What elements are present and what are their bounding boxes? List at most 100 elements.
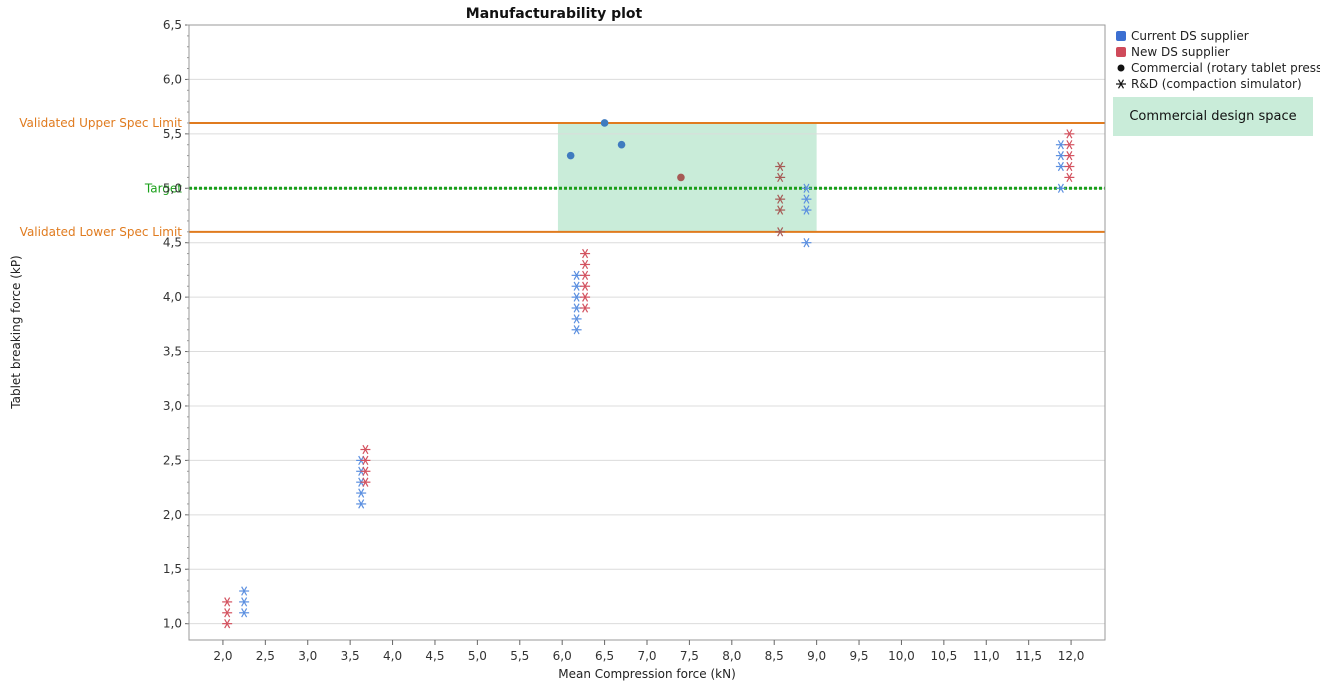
reference-line-label: Validated Lower Spec Limit (20, 225, 183, 239)
data-point-asterisk (571, 314, 582, 324)
y-tick-label: 3,0 (163, 399, 182, 413)
data-point-asterisk (1055, 140, 1066, 150)
grid-layer (189, 24, 1105, 625)
data-point-asterisk (580, 259, 591, 270)
x-tick-label: 11,5 (1015, 649, 1042, 663)
x-tick-label: 2,0 (213, 649, 232, 663)
data-point-dot (617, 140, 626, 149)
legend-item: Current DS supplier (1116, 29, 1249, 43)
data-point-asterisk (356, 488, 367, 498)
data-point-asterisk (360, 477, 371, 487)
y-tick-label: 5,5 (163, 127, 182, 141)
data-point-asterisk (775, 194, 786, 204)
data-point-asterisk (775, 227, 786, 237)
x-tick-label: 5,0 (468, 649, 487, 663)
data-point-asterisk (222, 597, 233, 607)
data-point-asterisk (360, 466, 371, 476)
data-point-asterisk (239, 597, 250, 607)
y-tick-label: 2,5 (163, 453, 182, 467)
legend-label: New DS supplier (1131, 45, 1230, 59)
x-tick-label: 2,5 (256, 649, 275, 663)
y-tick-label: 6,0 (163, 72, 182, 86)
y-tick-label: 5,0 (163, 181, 182, 195)
reference-line-label: Validated Upper Spec Limit (19, 116, 182, 130)
x-tick-label: 5,5 (510, 649, 529, 663)
legend-item: Commercial (rotary tablet press) (1117, 61, 1320, 75)
legend-item: R&D (compaction simulator) (1116, 77, 1302, 91)
x-tick-label: 9,0 (807, 649, 826, 663)
data-point-asterisk (801, 194, 812, 204)
x-axis-label: Mean Compression force (kN) (558, 667, 736, 681)
data-points-layer (222, 119, 1075, 629)
y-tick-label: 1,5 (163, 562, 182, 576)
x-tick-label: 12,0 (1058, 649, 1085, 663)
chart-title: Manufacturability plot (466, 6, 643, 22)
data-point-asterisk (1064, 140, 1075, 150)
x-tick-label: 3,5 (341, 649, 360, 663)
data-point-asterisk (580, 303, 591, 313)
data-point-asterisk (801, 183, 812, 193)
data-point-asterisk (1064, 129, 1075, 139)
data-point-asterisk (222, 619, 233, 629)
data-point-asterisk (1064, 150, 1075, 161)
data-point-asterisk (360, 455, 371, 466)
y-tick-label: 2,0 (163, 508, 182, 522)
data-point-asterisk (580, 281, 591, 291)
data-point-dot (677, 173, 685, 182)
data-point-asterisk (571, 270, 582, 281)
data-point-asterisk (801, 205, 812, 215)
plot-frame (188, 24, 1106, 641)
legend-swatch (1116, 47, 1126, 57)
data-point-asterisk (571, 325, 582, 335)
x-tick-label: 7,0 (637, 649, 656, 663)
data-point-asterisk (775, 172, 786, 183)
data-point-dot (600, 119, 609, 127)
legend-asterisk (1116, 79, 1126, 89)
data-point-asterisk (239, 608, 250, 618)
reference-line-label: Target (144, 181, 182, 195)
x-tick-label: 10,0 (888, 649, 915, 663)
x-tick-labels: 2,0 2,5 3,0 3,5 4,0 4,5 5,0 5,5 6,0 6,5 7,0 7,5 8,0 8… (213, 640, 1084, 663)
y-axis-label: Tablet breaking force (kP) (9, 255, 23, 409)
data-point-asterisk (775, 161, 786, 172)
design-space-region (557, 122, 817, 232)
legend-label: Commercial (rotary tablet press) (1131, 61, 1320, 75)
x-tick-label: 8,5 (765, 649, 784, 663)
x-tick-label: 4,5 (425, 649, 444, 663)
data-point-asterisk (571, 303, 582, 313)
y-tick-label: 3,5 (163, 345, 182, 359)
reference-lines-layer: Validated Upper Spec Limit Target Validate… (19, 116, 1105, 239)
data-point-asterisk (356, 499, 367, 509)
legend-dot (1117, 64, 1125, 72)
x-tick-label: 3,0 (298, 649, 317, 663)
data-point-asterisk (1055, 150, 1066, 161)
y-tick-label: 6,5 (163, 18, 182, 32)
data-point-asterisk (1055, 161, 1066, 172)
y-tick-labels: 1,0 1,5 2,0 2,5 3,0 3,5 4,0 4,5 5,0 5,5 6,0 6,5 (163, 18, 189, 631)
x-tick-label: 8,0 (722, 649, 741, 663)
legend-swatch (1116, 31, 1126, 41)
x-tick-label: 7,5 (680, 649, 699, 663)
x-tick-label: 9,5 (849, 649, 868, 663)
legend-label: R&D (compaction simulator) (1131, 77, 1302, 91)
data-point-asterisk (580, 292, 591, 302)
data-point-asterisk (801, 238, 812, 248)
design-space-label: Commercial design space (1129, 109, 1297, 124)
design-space-legend-box: Commercial design space (1113, 97, 1313, 136)
legend-label: Current DS supplier (1131, 29, 1249, 43)
data-point-asterisk (1064, 161, 1075, 172)
y-tick-label: 4,0 (163, 290, 182, 304)
data-point-asterisk (580, 270, 591, 281)
data-point-asterisk (571, 281, 582, 291)
x-tick-label: 6,5 (595, 649, 614, 663)
legend-item: New DS supplier (1116, 45, 1230, 59)
legend: Current DS supplier New DS supplier Commer… (1116, 29, 1320, 91)
data-point-asterisk (580, 248, 591, 259)
y-tick-label: 4,5 (163, 236, 182, 250)
data-point-dot (566, 151, 575, 160)
data-point-asterisk (222, 608, 233, 618)
y-tick-label: 1,0 (163, 617, 182, 631)
data-point-asterisk (1064, 172, 1075, 183)
data-point-asterisk (571, 292, 582, 302)
